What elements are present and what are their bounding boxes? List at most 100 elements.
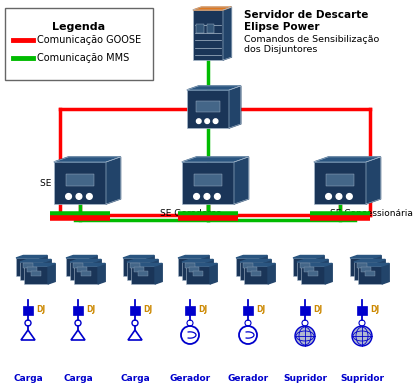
Polygon shape xyxy=(127,260,158,262)
Polygon shape xyxy=(244,263,275,266)
FancyBboxPatch shape xyxy=(123,258,147,276)
Polygon shape xyxy=(98,263,105,284)
Polygon shape xyxy=(20,260,51,262)
Text: SE Geradores: SE Geradores xyxy=(160,209,221,218)
FancyBboxPatch shape xyxy=(357,306,367,315)
Polygon shape xyxy=(374,255,381,276)
FancyBboxPatch shape xyxy=(70,262,94,280)
FancyBboxPatch shape xyxy=(240,262,264,280)
Text: DJ: DJ xyxy=(143,305,152,313)
Polygon shape xyxy=(123,255,154,258)
Polygon shape xyxy=(193,7,231,10)
Text: Gerador: Gerador xyxy=(169,374,210,383)
FancyBboxPatch shape xyxy=(186,266,210,284)
Polygon shape xyxy=(236,255,267,258)
FancyBboxPatch shape xyxy=(73,263,83,268)
Polygon shape xyxy=(90,255,97,276)
Polygon shape xyxy=(24,263,55,266)
FancyBboxPatch shape xyxy=(304,267,314,272)
FancyBboxPatch shape xyxy=(193,10,223,60)
FancyBboxPatch shape xyxy=(357,263,367,268)
FancyBboxPatch shape xyxy=(196,23,203,33)
FancyBboxPatch shape xyxy=(185,263,196,268)
Text: Legenda: Legenda xyxy=(52,22,106,32)
Polygon shape xyxy=(325,263,332,284)
Text: DJ: DJ xyxy=(256,305,265,313)
FancyBboxPatch shape xyxy=(193,271,203,276)
FancyBboxPatch shape xyxy=(77,267,87,272)
FancyBboxPatch shape xyxy=(196,101,220,112)
Polygon shape xyxy=(223,7,231,60)
Text: DJ: DJ xyxy=(86,305,95,313)
FancyBboxPatch shape xyxy=(74,266,98,284)
FancyBboxPatch shape xyxy=(307,271,318,276)
FancyBboxPatch shape xyxy=(24,266,48,284)
Polygon shape xyxy=(131,263,162,266)
FancyBboxPatch shape xyxy=(127,262,151,280)
Polygon shape xyxy=(66,255,97,258)
Polygon shape xyxy=(240,260,271,262)
Text: Servidor de Descarte
Elipse Power: Servidor de Descarte Elipse Power xyxy=(244,10,369,31)
Circle shape xyxy=(196,119,201,124)
FancyBboxPatch shape xyxy=(243,263,253,268)
Text: SE Cargas: SE Cargas xyxy=(40,179,86,187)
Text: Carga: Carga xyxy=(120,374,150,383)
Polygon shape xyxy=(264,260,271,280)
Polygon shape xyxy=(210,263,217,284)
Circle shape xyxy=(213,119,218,124)
FancyBboxPatch shape xyxy=(187,90,229,128)
FancyBboxPatch shape xyxy=(81,271,92,276)
Polygon shape xyxy=(147,255,154,276)
Circle shape xyxy=(66,194,72,199)
Polygon shape xyxy=(301,263,332,266)
FancyBboxPatch shape xyxy=(300,306,310,315)
FancyBboxPatch shape xyxy=(361,267,371,272)
FancyBboxPatch shape xyxy=(27,267,37,272)
Polygon shape xyxy=(151,260,158,280)
Circle shape xyxy=(352,326,372,346)
FancyBboxPatch shape xyxy=(243,306,253,315)
Text: SE Concessionária: SE Concessionária xyxy=(330,209,413,218)
FancyBboxPatch shape xyxy=(73,306,83,315)
Polygon shape xyxy=(54,157,121,162)
FancyBboxPatch shape xyxy=(293,258,317,276)
Text: Comunicação GOOSE: Comunicação GOOSE xyxy=(37,35,141,45)
Polygon shape xyxy=(293,255,324,258)
FancyBboxPatch shape xyxy=(301,266,325,284)
Polygon shape xyxy=(382,263,389,284)
FancyBboxPatch shape xyxy=(314,162,366,204)
FancyBboxPatch shape xyxy=(130,263,141,268)
Polygon shape xyxy=(74,263,105,266)
FancyBboxPatch shape xyxy=(188,267,199,272)
FancyBboxPatch shape xyxy=(130,306,140,315)
FancyBboxPatch shape xyxy=(297,262,321,280)
FancyBboxPatch shape xyxy=(23,306,33,315)
Polygon shape xyxy=(206,260,213,280)
FancyBboxPatch shape xyxy=(247,267,258,272)
Circle shape xyxy=(347,194,352,199)
Circle shape xyxy=(205,119,210,124)
Polygon shape xyxy=(44,260,51,280)
Polygon shape xyxy=(16,255,47,258)
FancyBboxPatch shape xyxy=(138,271,149,276)
FancyBboxPatch shape xyxy=(134,267,144,272)
Text: DJ: DJ xyxy=(36,305,45,313)
FancyBboxPatch shape xyxy=(358,266,382,284)
Text: Carga: Carga xyxy=(13,374,43,383)
FancyBboxPatch shape xyxy=(244,266,268,284)
FancyBboxPatch shape xyxy=(66,258,90,276)
Polygon shape xyxy=(229,86,241,128)
Polygon shape xyxy=(186,263,217,266)
Circle shape xyxy=(326,194,332,199)
Text: Supridor: Supridor xyxy=(283,374,327,383)
Polygon shape xyxy=(321,260,328,280)
FancyBboxPatch shape xyxy=(354,262,378,280)
FancyBboxPatch shape xyxy=(182,262,206,280)
Polygon shape xyxy=(378,260,385,280)
Text: Comandos de Sensibilização
dos Disjuntores: Comandos de Sensibilização dos Disjuntor… xyxy=(244,35,379,55)
FancyBboxPatch shape xyxy=(20,262,44,280)
Polygon shape xyxy=(314,157,381,162)
FancyBboxPatch shape xyxy=(194,174,222,186)
Text: DJ: DJ xyxy=(370,305,379,313)
FancyBboxPatch shape xyxy=(326,174,354,186)
